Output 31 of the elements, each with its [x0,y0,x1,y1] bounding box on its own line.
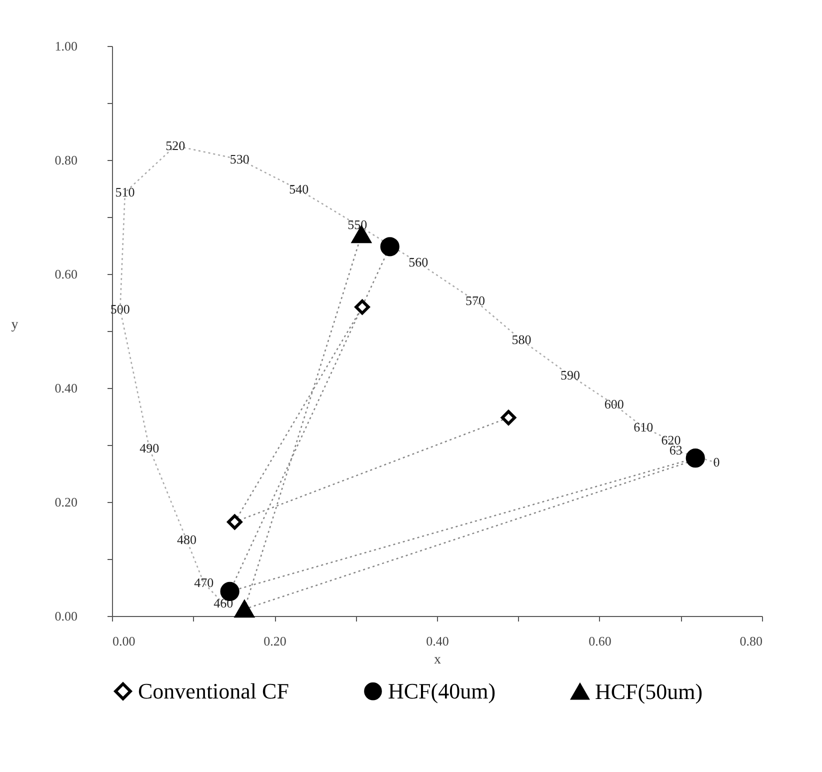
annotation: 470 [194,574,214,590]
x-tick-label: 0.80 [740,634,762,648]
x-axis-title: x [434,652,441,668]
annotation: 580 [512,332,532,348]
legend-label: Conventional CF [138,678,289,704]
legend-label: HCF(40um) [388,678,496,704]
x-tick-label: 0.20 [264,634,286,648]
y-tick-label: 0.40 [54,380,78,396]
annotation: 590 [560,367,580,382]
x-tick-label: 0.60 [588,634,612,648]
annotation: 0 [713,454,720,470]
y-tick-label: 0.20 [54,494,78,510]
annotation: 600 [604,396,624,412]
x-tick-label: 0.40 [426,634,449,648]
annotation: 620 [661,432,681,448]
annotation: 480 [177,532,196,548]
annotation: 510 [115,184,135,200]
annotation: 560 [408,254,428,270]
annotation: 530 [230,151,250,166]
annotation: 520 [166,138,186,153]
y-tick-label: 0.00 [54,608,78,624]
annotation: 610 [634,419,654,434]
legend-label: HCF(50um) [595,678,703,704]
annotation: 490 [140,440,160,456]
y-tick-label: 0.60 [54,266,78,282]
y-axis-title: y [11,318,18,332]
y-tick-label: 0.80 [54,152,78,168]
y-tick-label: 1.00 [54,38,78,54]
annotation: 540 [289,182,309,197]
x-tick-label: 0.00 [112,634,136,648]
annotation: 570 [465,292,485,308]
